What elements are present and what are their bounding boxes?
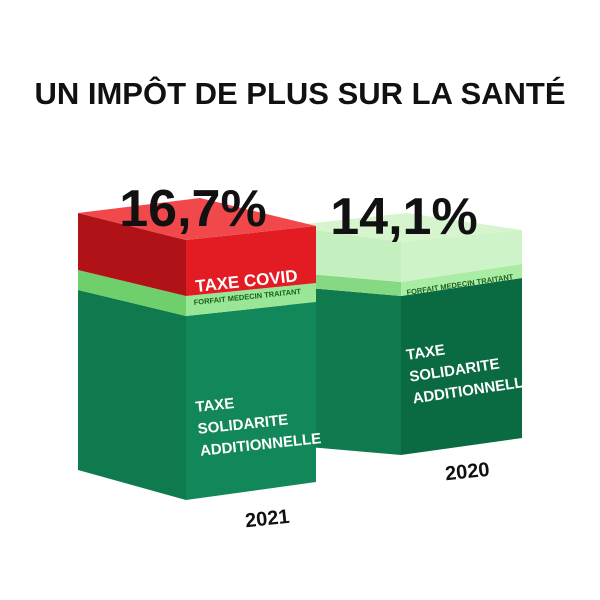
bar-2021-year-label: 2021 — [244, 506, 291, 533]
chart-title: UN IMPÔT DE PLUS SUR LA SANTÉ — [34, 75, 565, 111]
bar-2021: FORFAIT MEDECIN TRAITANT TAXE COVID TAXE… — [78, 180, 322, 532]
bar-2021-taxe-label-line1: TAXE — [195, 395, 235, 416]
bar-2020-total-label: 14,1% — [330, 188, 477, 246]
bar-2021-segment-forfait-side — [186, 283, 316, 316]
bar-2021-segment-taxe-solidarite-front — [78, 290, 186, 500]
bar-2020: FORFAIT MEDECIN TRAITANT TAXE SOLIDARITE… — [286, 188, 534, 485]
bar-2021-top-face — [78, 198, 316, 240]
bar-2021-segment-taxe-covid-front — [78, 213, 186, 296]
bar-2020-top-side — [401, 230, 522, 282]
bar-2020-segment-forfait-side — [401, 264, 522, 296]
bar-2020-year-label: 2020 — [444, 459, 491, 486]
bar-2021-segment-taxe-solidarite-side — [186, 302, 316, 500]
bar-2020-top-face — [286, 213, 522, 242]
bar-2020-segment-taxe-solidarite-side — [401, 278, 522, 455]
bar-2021-total-label: 16,7% — [119, 180, 266, 238]
bar-2020-taxe-label-line1: TAXE — [405, 341, 446, 364]
bar-2021-segment-taxe-covid-side — [186, 226, 316, 296]
bar-2021-segment-forfait-front — [78, 270, 186, 316]
